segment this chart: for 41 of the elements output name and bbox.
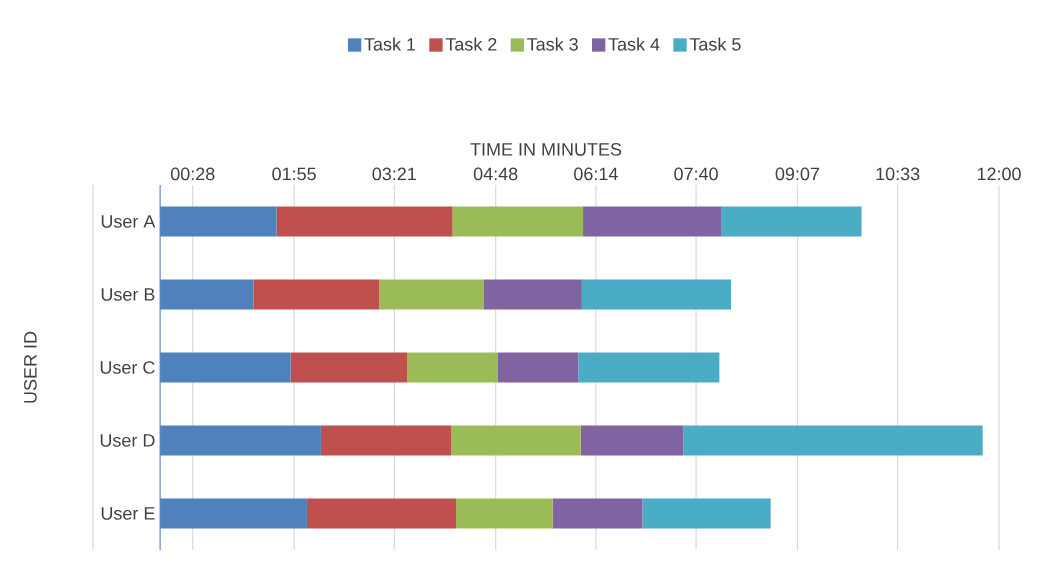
y-tick-label: User A	[101, 215, 156, 228]
x-tick-label: 03:21	[372, 167, 416, 181]
bar	[580, 425, 684, 456]
x-axis-title: TIME IN MINUTES	[470, 142, 622, 156]
y-tick-label: User C	[100, 361, 155, 374]
x-tick-label: 07:40	[674, 167, 718, 181]
y-axis-title: USER ID	[23, 331, 37, 403]
legend-label: Task 4	[608, 37, 660, 51]
bar	[379, 279, 485, 310]
bar	[583, 206, 722, 237]
bar	[721, 206, 862, 237]
bar	[581, 279, 732, 310]
bar	[642, 498, 771, 529]
legend-label: Task 3	[527, 37, 578, 51]
x-tick-label: 09:07	[775, 167, 820, 181]
x-tick-label: 00:28	[170, 167, 215, 181]
bar	[484, 279, 582, 310]
x-tick-label: 12:00	[977, 167, 1021, 181]
y-tick-label: User B	[101, 288, 155, 301]
bar	[456, 498, 553, 529]
y-tick-label: User E	[101, 507, 155, 520]
y-tick-label: User D	[100, 434, 155, 447]
x-tick-label: 04:48	[473, 167, 518, 181]
bar	[276, 206, 453, 237]
bar	[253, 279, 380, 310]
legend-label: Task 2	[445, 37, 497, 51]
x-tick-label: 10:33	[876, 167, 920, 181]
bar	[552, 498, 643, 529]
legend-label: Task 5	[689, 37, 741, 51]
bar	[451, 425, 581, 456]
bar	[320, 425, 452, 456]
legend-label: Task 1	[364, 37, 416, 51]
bar	[452, 206, 584, 237]
bar	[498, 352, 579, 383]
bar	[683, 425, 983, 456]
bar	[407, 352, 498, 383]
bar	[578, 352, 720, 383]
bar	[306, 498, 457, 529]
x-tick-label: 01:55	[272, 167, 316, 181]
x-tick-label: 06:14	[574, 167, 618, 181]
bar	[290, 352, 408, 383]
